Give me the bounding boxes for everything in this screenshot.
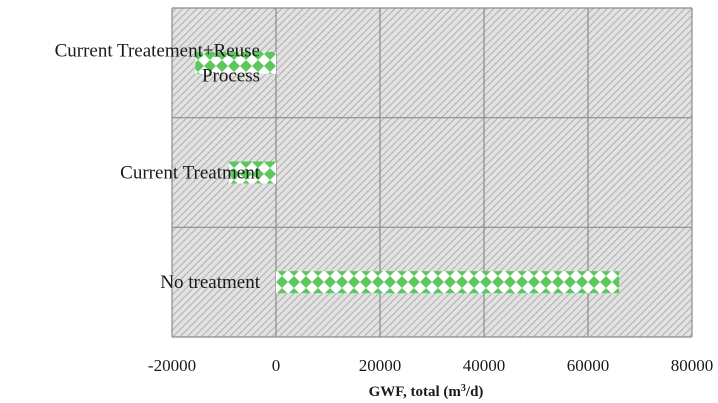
category-label-2-0: No treatment (160, 272, 260, 293)
x-axis-title-tail: /d) (465, 384, 484, 400)
x-axis-title: GWF, total (m3/d) (369, 383, 484, 401)
x-axis-title-sup: 3 (461, 383, 466, 394)
x-tick-label-0: -20000 (148, 356, 196, 375)
bar-1 (229, 161, 276, 184)
x-tick-labels: -20000 0 20000 40000 60000 80000 (148, 356, 713, 375)
x-tick-label-4: 60000 (567, 356, 610, 375)
x-axis-title-main: GWF, total (m (369, 384, 462, 400)
bar-2 (276, 271, 620, 294)
x-tick-label-5: 80000 (671, 356, 714, 375)
category-label-0-1: Process (202, 65, 260, 86)
category-labels: Current Treatement+Reuse Process Current T… (55, 40, 261, 293)
category-label-0-0: Current Treatement+Reuse (55, 40, 260, 61)
x-tick-label-2: 20000 (359, 356, 402, 375)
category-label-1-0: Current Treatment (120, 163, 261, 184)
x-tick-label-1: 0 (272, 356, 281, 375)
bars (195, 51, 620, 294)
bar-0 (195, 51, 276, 74)
x-tick-label-3: 40000 (463, 356, 506, 375)
